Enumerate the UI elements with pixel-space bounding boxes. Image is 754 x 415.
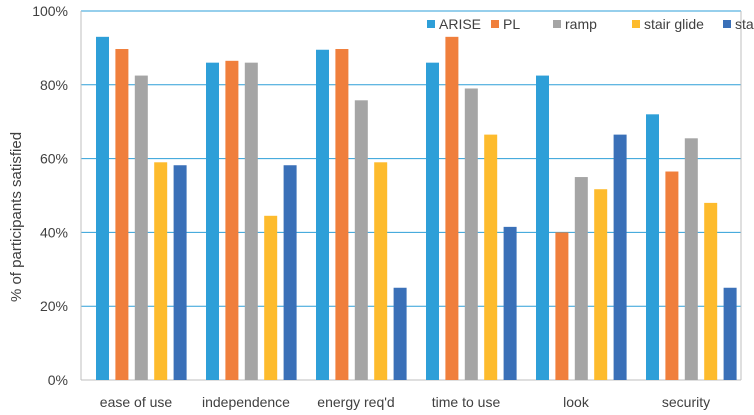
legend-label: stairs bbox=[735, 16, 754, 32]
bar-ramp-0 bbox=[134, 75, 148, 380]
x-tick-label: time to use bbox=[432, 394, 501, 410]
bar-ramp-5 bbox=[684, 138, 698, 380]
y-tick-label: 100% bbox=[32, 3, 68, 19]
gridlines bbox=[80, 10, 742, 381]
bar-ramp-3 bbox=[464, 88, 478, 381]
bar-arise-5 bbox=[646, 114, 659, 380]
y-axis-title: % of participants satisfied bbox=[8, 132, 25, 302]
bar-arise-3 bbox=[426, 62, 439, 380]
bar-stair-glide-5 bbox=[704, 202, 718, 380]
bar-pl-0 bbox=[115, 49, 129, 381]
bar-stair-glide-2 bbox=[374, 162, 388, 380]
bar-stair-glide-4 bbox=[594, 189, 608, 380]
x-tick-labels: ease of use independence energy req'd time … bbox=[100, 394, 710, 410]
y-tick-label: 60% bbox=[40, 151, 68, 167]
x-tick-label: energy req'd bbox=[317, 394, 394, 410]
legend-swatch-pl bbox=[491, 20, 499, 28]
bar-stairs-5 bbox=[723, 287, 737, 380]
y-tick-label: 20% bbox=[40, 298, 68, 314]
legend-swatch-arise bbox=[427, 20, 435, 28]
bar-pl-3 bbox=[445, 36, 459, 381]
bar-arise-0 bbox=[96, 36, 109, 381]
legend-label: stair glide bbox=[644, 16, 704, 32]
bars bbox=[96, 36, 737, 381]
bar-stair-glide-0 bbox=[154, 162, 168, 380]
legend: ARISE PL ramp stair glide stairs bbox=[427, 16, 754, 32]
x-tick-label: ease of use bbox=[100, 394, 173, 410]
bar-ramp-1 bbox=[244, 62, 258, 380]
bar-arise-4 bbox=[536, 75, 549, 380]
legend-label: ARISE bbox=[439, 16, 481, 32]
bar-arise-2 bbox=[316, 49, 329, 381]
x-tick-label: look bbox=[563, 394, 590, 410]
bar-ramp-4 bbox=[574, 177, 588, 380]
y-tick-labels: 0% 20% 40% 60% 80% 100% bbox=[32, 3, 68, 388]
bar-stairs-4 bbox=[613, 134, 627, 380]
bar-stair-glide-3 bbox=[484, 134, 498, 380]
bar-ramp-2 bbox=[354, 100, 368, 380]
bar-pl-4 bbox=[555, 232, 569, 380]
bar-pl-5 bbox=[665, 171, 679, 380]
x-tick-label: security bbox=[662, 394, 710, 410]
legend-label: ramp bbox=[565, 16, 597, 32]
legend-label: PL bbox=[503, 16, 520, 32]
bar-pl-1 bbox=[225, 60, 239, 380]
y-tick-label: 0% bbox=[48, 372, 68, 388]
bar-stairs-2 bbox=[393, 287, 407, 380]
legend-swatch-stair-glide bbox=[632, 20, 640, 28]
bar-stair-glide-1 bbox=[264, 215, 278, 380]
bar-stairs-0 bbox=[173, 165, 187, 380]
bar-arise-1 bbox=[206, 62, 219, 380]
legend-swatch-ramp bbox=[553, 20, 561, 28]
bar-stairs-1 bbox=[283, 165, 297, 380]
y-tick-label: 80% bbox=[40, 77, 68, 93]
bar-stairs-3 bbox=[503, 226, 517, 380]
x-tick-label: independence bbox=[202, 394, 290, 410]
bar-pl-2 bbox=[335, 49, 349, 381]
legend-swatch-stairs bbox=[723, 20, 731, 28]
y-tick-label: 40% bbox=[40, 224, 68, 240]
